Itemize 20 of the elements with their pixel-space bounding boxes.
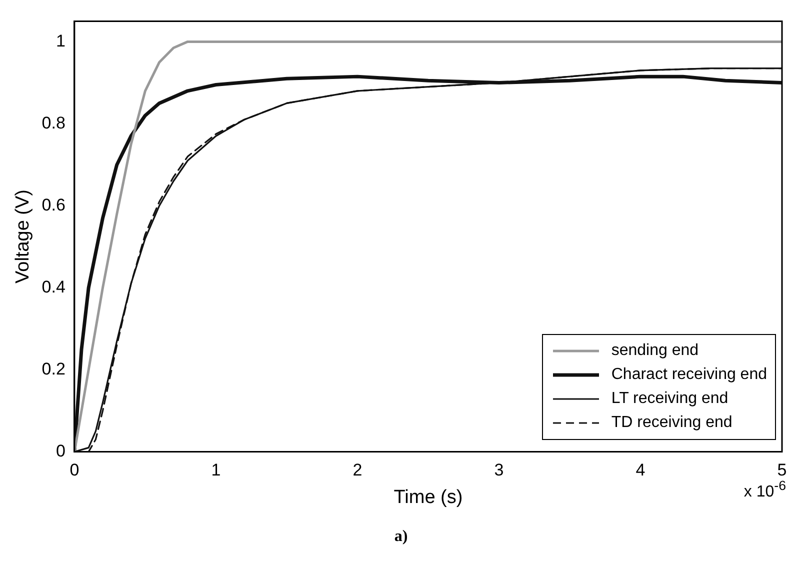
x-tick-label: 2 — [352, 460, 362, 480]
y-tick-label: 0.8 — [42, 113, 66, 132]
y-tick-label: 0 — [56, 441, 66, 460]
x-tick-label: 3 — [494, 460, 504, 480]
legend-label: TD receiving end — [611, 414, 732, 432]
y-tick-label: 1 — [56, 31, 66, 50]
x-tick-label: 1 — [211, 460, 221, 480]
y-axis-title: Voltage (V) — [12, 190, 34, 284]
x-tick-label: 0 — [70, 460, 80, 480]
text: a) — [393, 528, 409, 546]
x-tick-label: 5 — [777, 460, 787, 480]
y-tick-label: 0.6 — [42, 195, 66, 214]
legend-label: sending end — [611, 342, 699, 360]
text: x 10$^{-6}$ — [744, 478, 786, 502]
y-tick-label: 0.4 — [42, 277, 66, 296]
y-tick-label: 0.2 — [42, 359, 66, 378]
x-axis-title: Time (s) — [394, 486, 463, 508]
legend-label: LT receiving end — [611, 390, 728, 408]
x-tick-label: 4 — [636, 460, 646, 480]
legend-label: Charact receiving end — [611, 366, 767, 384]
